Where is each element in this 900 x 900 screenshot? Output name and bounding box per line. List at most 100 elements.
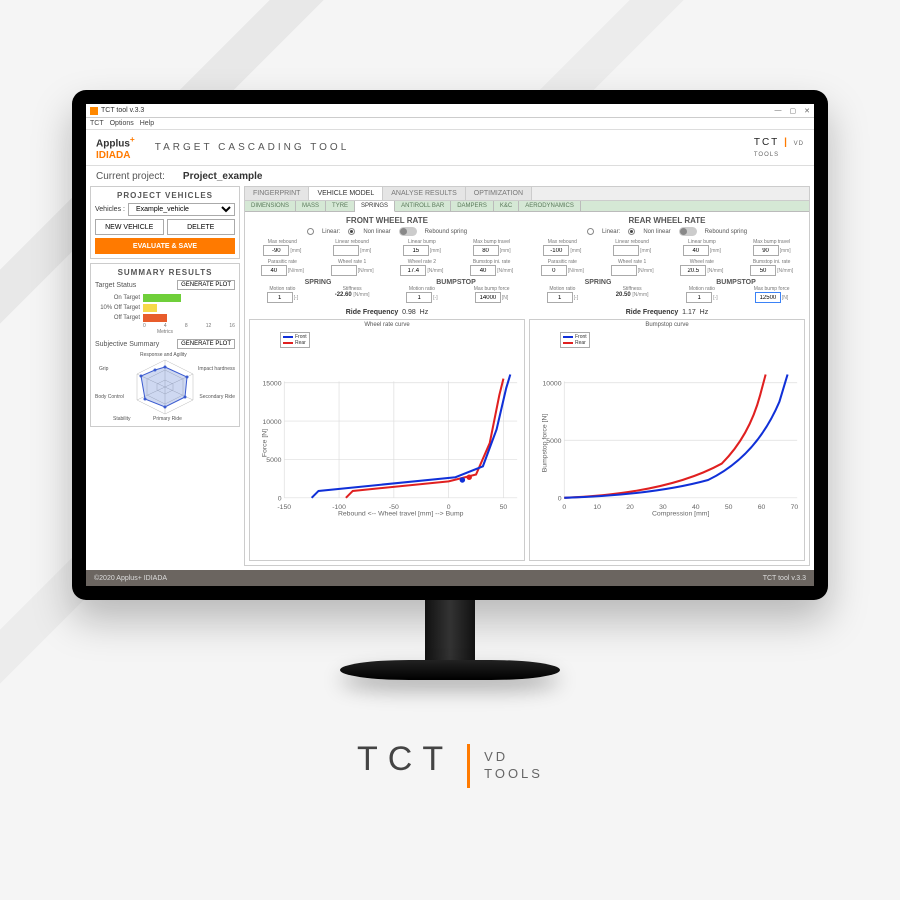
subtab-dimensions[interactable]: DIMENSIONS <box>245 201 296 211</box>
sub-tabs: DIMENSIONSMASSTYRESPRINGSANTIROLL BARDAM… <box>245 201 809 212</box>
rear-wheel-rate-1-input[interactable] <box>611 265 637 276</box>
subtab-aerodynamics[interactable]: AERODYNAMICS <box>519 201 581 211</box>
front-title: FRONT WHEEL RATE <box>249 216 525 225</box>
front-wheel-rate-1-input[interactable] <box>331 265 357 276</box>
rear-max-rebound: Max rebound[mm] <box>529 239 596 256</box>
svg-text:0: 0 <box>278 496 282 503</box>
subtab-springs[interactable]: SPRINGS <box>355 201 395 212</box>
rear-max-bump-force: Max bump force[N] <box>738 286 805 303</box>
front-max-rebound-input[interactable] <box>263 245 289 256</box>
tab-analyse-results[interactable]: ANALYSE RESULTS <box>383 187 466 200</box>
front-motion-ratio: Motion ratio[-] <box>249 286 316 303</box>
footer-copyright: ©2020 Applus+ IDIADA <box>94 575 167 582</box>
front-linear-bump: Linear bump[mm] <box>389 239 456 256</box>
front-spring-header: SPRING <box>249 279 387 286</box>
project-label: Current project: <box>96 171 165 182</box>
chart-legend: Front Rear <box>280 332 310 348</box>
front-parasitic-rate-input[interactable] <box>261 265 287 276</box>
rear-max-rebound-input[interactable] <box>543 245 569 256</box>
subtab-tyre[interactable]: TYRE <box>326 201 355 211</box>
target-bar: Off Target <box>95 313 235 323</box>
tab-vehicle-model[interactable]: VEHICLE MODEL <box>309 187 383 200</box>
app-icon <box>90 107 98 115</box>
panel-project-vehicles: PROJECT VEHICLES Vehicles : Example_vehi… <box>90 186 240 259</box>
svg-text:0: 0 <box>558 496 562 503</box>
front-max-bump-force-input[interactable] <box>475 292 501 303</box>
project-name: Project_example <box>183 171 263 182</box>
monitor-stand-base <box>340 660 560 680</box>
front-motion-ratio-input[interactable] <box>406 292 432 303</box>
vehicles-select[interactable]: Example_vehicle <box>128 203 235 216</box>
rear-max-bump-travel-input[interactable] <box>753 245 779 256</box>
tab-fingerprint[interactable]: FINGERPRINT <box>245 187 309 200</box>
evaluate-save-button[interactable]: EVALUATE & SAVE <box>95 238 235 254</box>
front-column: FRONT WHEEL RATE Linear: Non linear Rebo… <box>249 216 525 561</box>
rear-linear-radio[interactable] <box>587 228 594 235</box>
front-motion-ratio-input[interactable] <box>267 292 293 303</box>
main-tabs: FINGERPRINTVEHICLE MODELANALYSE RESULTSO… <box>245 187 809 201</box>
target-status-label: Target Status <box>95 282 136 289</box>
window-titlebar: TCT tool v.3.3 — ▢ ✕ <box>86 104 814 118</box>
front-linear-radio[interactable] <box>307 228 314 235</box>
svg-text:0: 0 <box>447 504 451 511</box>
close-icon[interactable]: ✕ <box>804 107 810 115</box>
rear-wheel-rate-input[interactable] <box>680 265 706 276</box>
rear-max-bump-force-input[interactable] <box>755 292 781 303</box>
rear-motion-ratio: Motion ratio[-] <box>669 286 736 303</box>
menu-bar: TCT Options Help <box>86 118 814 130</box>
front-max-rebound: Max rebound[mm] <box>249 239 316 256</box>
front-wheel-rate-2-input[interactable] <box>400 265 426 276</box>
front-stiffness: Stiffness-22.60 [N/mm] <box>319 286 386 303</box>
rear-bumstop-ini-rate: Bumstop ini. rate[N/mm] <box>738 259 805 276</box>
app-header: Applus+ IDIADA TARGET CASCADING TOOL TCT… <box>86 130 814 166</box>
app-title: TARGET CASCADING TOOL <box>155 142 350 153</box>
svg-text:60: 60 <box>758 504 766 511</box>
radar-chart: Response and Agility Impact hardness Sec… <box>95 352 235 422</box>
front-linear-rebound-input[interactable] <box>333 245 359 256</box>
rear-parasitic-rate: Parasitic rate[N/mm] <box>529 259 596 276</box>
svg-text:10000: 10000 <box>542 380 561 387</box>
front-max-bump-travel-input[interactable] <box>473 245 499 256</box>
chart-legend-2: Front Rear <box>560 332 590 348</box>
svg-text:5000: 5000 <box>266 457 281 464</box>
new-vehicle-button[interactable]: NEW VEHICLE <box>95 219 164 235</box>
svg-text:10: 10 <box>593 504 601 511</box>
rear-motion-ratio-input[interactable] <box>686 292 712 303</box>
svg-text:Compression [mm]: Compression [mm] <box>652 511 710 518</box>
rear-linear-bump-input[interactable] <box>683 245 709 256</box>
delete-vehicle-button[interactable]: DELETE <box>167 219 236 235</box>
svg-text:40: 40 <box>692 504 700 511</box>
front-mode-radios: Linear: Non linear Rebound spring <box>249 227 525 236</box>
menu-options[interactable]: Options <box>110 120 134 127</box>
subtab-mass[interactable]: MASS <box>296 201 326 211</box>
generate-plot-button-1[interactable]: GENERATE PLOT <box>177 280 235 290</box>
front-bumstop-ini-rate-input[interactable] <box>470 265 496 276</box>
front-max-bump-travel: Max bump travel[mm] <box>458 239 525 256</box>
rear-rebound-toggle[interactable] <box>679 227 697 236</box>
menu-help[interactable]: Help <box>140 120 154 127</box>
front-rebound-toggle[interactable] <box>399 227 417 236</box>
rear-bumstop-ini-rate-input[interactable] <box>750 265 776 276</box>
front-nonlinear-radio[interactable] <box>348 228 355 235</box>
front-motion-ratio: Motion ratio[-] <box>389 286 456 303</box>
rear-nonlinear-radio[interactable] <box>628 228 635 235</box>
project-row: Current project: Project_example <box>86 166 814 186</box>
svg-text:-100: -100 <box>332 504 346 511</box>
generate-plot-button-2[interactable]: GENERATE PLOT <box>177 339 235 349</box>
menu-tct[interactable]: TCT <box>90 120 104 127</box>
minimize-icon[interactable]: — <box>775 107 782 115</box>
rear-motion-ratio: Motion ratio[-] <box>529 286 596 303</box>
maximize-icon[interactable]: ▢ <box>790 107 797 115</box>
rear-stiffness: Stiffness20.50 [N/mm] <box>599 286 666 303</box>
subtab-k-c[interactable]: K&C <box>494 201 519 211</box>
subtab-dampers[interactable]: DAMPERS <box>451 201 494 211</box>
logo: Applus+ IDIADA <box>96 134 135 160</box>
svg-text:15000: 15000 <box>262 380 281 387</box>
front-linear-bump-input[interactable] <box>403 245 429 256</box>
rear-ride-freq-value: 1.17 <box>682 309 696 316</box>
subtab-antiroll-bar[interactable]: ANTIROLL BAR <box>395 201 451 211</box>
tab-optimization[interactable]: OPTIMIZATION <box>466 187 532 200</box>
rear-linear-rebound-input[interactable] <box>613 245 639 256</box>
rear-motion-ratio-input[interactable] <box>547 292 573 303</box>
rear-parasitic-rate-input[interactable] <box>541 265 567 276</box>
